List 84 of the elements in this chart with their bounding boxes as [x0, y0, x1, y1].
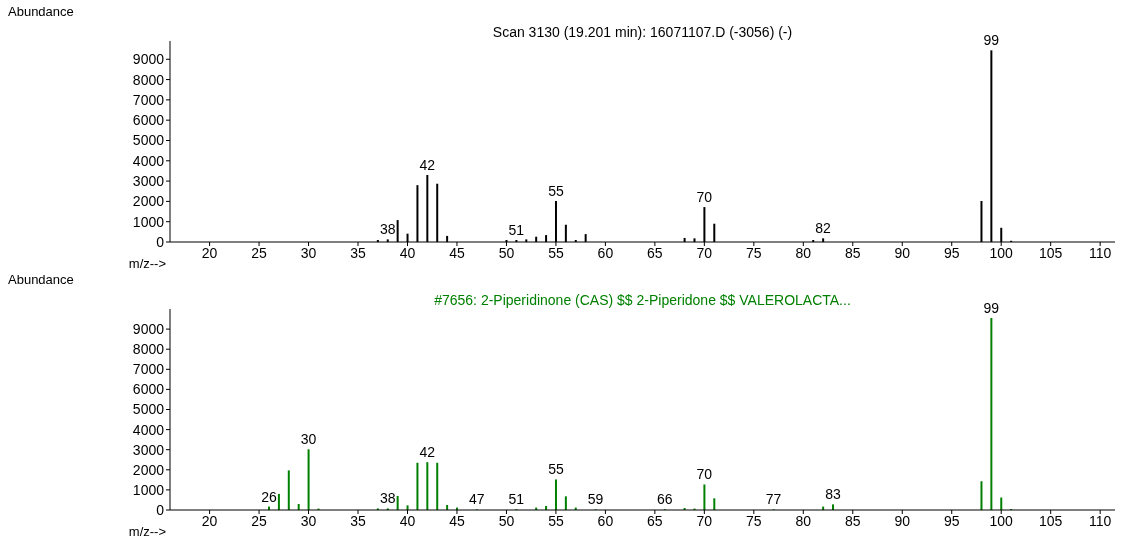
annotation: 70	[696, 466, 713, 483]
x-tick-label: 20	[201, 512, 218, 529]
annotation: 83	[825, 486, 841, 503]
chart-title: Scan 3130 (19.201 min): 16071107.D (-3056) (-)	[492, 24, 793, 40]
y-tick-label: 0	[156, 501, 165, 518]
y-tick-label: 6000	[132, 112, 165, 129]
x-axis-title: m/z-->	[128, 524, 166, 539]
annotation: 66	[656, 491, 673, 508]
x-tick-label: 60	[597, 512, 614, 529]
x-tick-label: 100	[989, 512, 1014, 529]
x-tick-label: 105	[1039, 512, 1063, 529]
annotation: 77	[765, 491, 782, 508]
annotation: 51	[508, 491, 525, 508]
y-tick-label: 5000	[132, 401, 165, 418]
x-tick-label: 90	[894, 512, 911, 529]
annotation: 99	[983, 300, 1000, 317]
x-tick-label: 35	[350, 244, 367, 261]
x-tick-label: 70	[696, 512, 713, 529]
annotation: 70	[696, 189, 713, 206]
y-tick-label: 8000	[132, 71, 165, 88]
x-tick-label: 95	[943, 512, 960, 529]
annotation: 55	[548, 461, 564, 478]
annotation: 51	[508, 221, 525, 238]
annotation: 47	[468, 491, 485, 508]
x-tick-label: 45	[449, 512, 465, 529]
x-tick-label: 55	[548, 512, 564, 529]
x-tick-label: 50	[498, 244, 515, 261]
y-axis-title: Abundance	[8, 272, 74, 287]
x-tick-label: 45	[449, 244, 465, 261]
x-tick-label: 110	[1088, 244, 1112, 261]
x-tick-label: 95	[943, 244, 960, 261]
annotation: 26	[261, 488, 277, 505]
x-tick-label: 55	[548, 244, 564, 261]
y-tick-label: 8000	[132, 341, 165, 358]
x-tick-label: 50	[498, 512, 515, 529]
x-tick-label: 35	[350, 512, 367, 529]
y-tick-label: 2000	[132, 461, 165, 478]
chart-title: #7656: 2-Piperidinone (CAS) $$ 2-Piperidone $$ VALEROLACTA...	[434, 292, 851, 308]
annotation: 82	[815, 220, 832, 237]
x-tick-label: 65	[647, 244, 663, 261]
y-tick-label: 9000	[132, 321, 165, 338]
y-tick-label: 2000	[132, 193, 165, 210]
x-tick-label: 105	[1039, 244, 1063, 261]
x-tick-label: 110	[1088, 512, 1112, 529]
x-tick-label: 90	[894, 244, 911, 261]
y-tick-label: 3000	[132, 441, 165, 458]
y-tick-label: 6000	[132, 381, 165, 398]
x-tick-label: 80	[795, 512, 812, 529]
x-tick-label: 60	[597, 244, 614, 261]
annotation: 42	[419, 157, 436, 173]
y-tick-label: 1000	[132, 213, 165, 230]
x-tick-label: 30	[300, 244, 317, 261]
annotation: 38	[379, 221, 396, 238]
y-tick-label: 7000	[132, 91, 165, 108]
annotation: 38	[379, 490, 396, 507]
x-tick-label: 80	[795, 244, 812, 261]
y-tick-label: 4000	[132, 421, 165, 438]
x-tick-label: 25	[251, 512, 268, 529]
y-tick-label: 7000	[132, 361, 165, 378]
x-tick-label: 20	[201, 244, 218, 261]
y-tick-label: 4000	[132, 152, 165, 169]
y-tick-label: 3000	[132, 173, 165, 190]
y-axis-title: Abundance	[8, 4, 74, 19]
x-tick-label: 40	[399, 244, 416, 261]
y-tick-label: 9000	[132, 51, 165, 68]
x-tick-label: 25	[251, 244, 268, 261]
y-tick-label: 5000	[132, 132, 165, 149]
x-tick-label: 30	[300, 512, 317, 529]
x-tick-label: 65	[647, 512, 663, 529]
annotation: 42	[419, 444, 436, 461]
annotation: 59	[587, 491, 604, 508]
x-tick-label: 75	[746, 244, 762, 261]
y-tick-label: 1000	[132, 481, 165, 498]
x-tick-label: 85	[844, 512, 861, 529]
annotation: 99	[983, 32, 1000, 49]
x-tick-label: 70	[696, 244, 713, 261]
x-tick-label: 40	[399, 512, 416, 529]
x-tick-label: 75	[746, 512, 762, 529]
y-tick-label: 0	[156, 233, 165, 250]
x-tick-label: 100	[989, 244, 1014, 261]
x-axis-title: m/z-->	[128, 256, 166, 271]
annotation: 30	[300, 431, 317, 448]
x-tick-label: 85	[844, 244, 861, 261]
annotation: 55	[548, 182, 564, 199]
